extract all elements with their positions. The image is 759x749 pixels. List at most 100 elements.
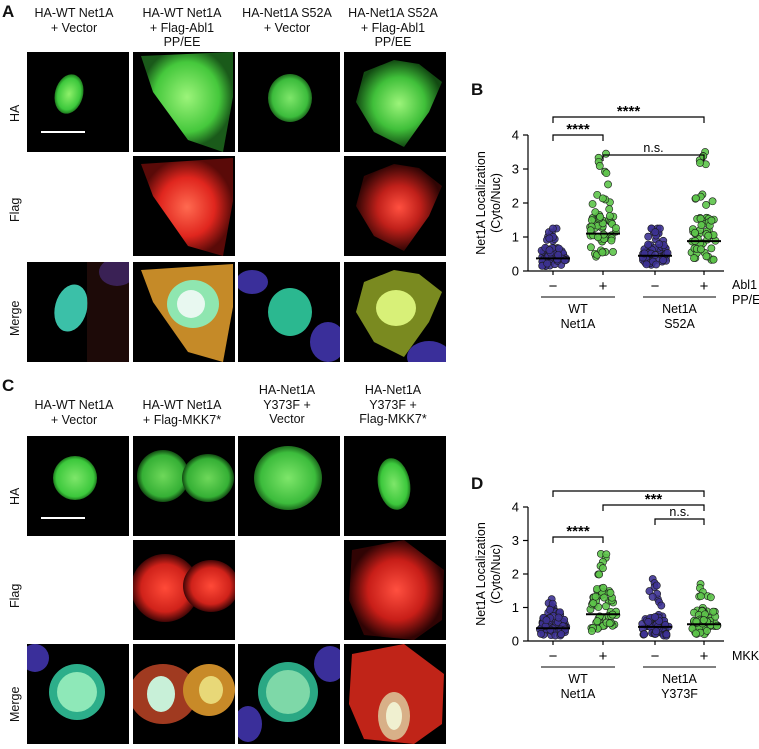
data-point xyxy=(543,259,552,268)
panel-a-row-label-merge: Merge xyxy=(8,300,22,336)
significance-bracket xyxy=(552,490,705,497)
data-point xyxy=(690,254,698,262)
y-tick-label: 1 xyxy=(512,600,519,615)
data-point xyxy=(605,619,614,628)
data-point xyxy=(594,233,602,242)
data-point xyxy=(596,212,604,221)
micrograph-a-ha-4 xyxy=(344,52,446,152)
data-point xyxy=(557,630,566,639)
panel-c-row-label-flag: Flag xyxy=(8,583,22,608)
micrograph-c-merge-3 xyxy=(238,644,340,744)
treatment-sign-label: − xyxy=(549,278,558,295)
data-point xyxy=(648,592,657,601)
group-label: Net1A xyxy=(561,317,596,331)
data-point xyxy=(602,602,610,611)
data-point xyxy=(644,232,653,241)
significance-bracket xyxy=(552,536,604,543)
micrograph-c-flag-4 xyxy=(344,540,446,640)
group-label: S52A xyxy=(664,317,695,331)
data-point xyxy=(587,627,596,635)
micrograph-a-merge-3 xyxy=(238,262,340,362)
data-point xyxy=(709,607,718,616)
significance-bracket xyxy=(552,134,604,141)
data-point xyxy=(642,260,651,269)
data-point xyxy=(651,613,659,621)
significance-label: n.s. xyxy=(643,141,663,155)
data-point xyxy=(699,152,708,161)
micrograph-a-merge-1 xyxy=(27,262,129,362)
y-tick-label: 0 xyxy=(512,264,519,279)
data-point xyxy=(652,627,661,636)
data-point xyxy=(692,629,700,638)
data-point xyxy=(709,255,718,264)
data-point xyxy=(598,194,607,203)
y-tick-label: 2 xyxy=(512,196,519,211)
data-point xyxy=(595,570,604,579)
y-tick-label: 1 xyxy=(512,230,519,245)
data-point xyxy=(589,599,598,608)
data-point xyxy=(707,244,716,253)
data-point xyxy=(706,593,715,602)
data-point xyxy=(662,630,671,639)
y-tick-label: 3 xyxy=(512,162,519,177)
data-point xyxy=(554,613,563,622)
treatment-sign-label: + xyxy=(599,278,608,295)
data-point xyxy=(595,162,604,170)
micrograph-a-merge-2 xyxy=(133,262,235,362)
y-tick-label: 3 xyxy=(512,533,519,548)
panel-a-column-header-2: HA-WT Net1A + Flag-Abl1 PP/EE xyxy=(142,6,222,49)
data-point xyxy=(697,221,706,230)
data-point xyxy=(586,243,595,252)
data-point xyxy=(588,200,597,208)
significance-label: **** xyxy=(566,523,590,540)
micrograph-a-ha-3 xyxy=(238,52,340,152)
data-point xyxy=(652,581,661,590)
panel-c-column-header-4: HA-Net1A Y373F + Flag-MKK7* xyxy=(359,383,427,426)
data-point xyxy=(652,260,661,269)
data-point xyxy=(644,617,653,626)
data-point xyxy=(655,240,664,248)
data-point xyxy=(542,616,551,625)
significance-label: **** xyxy=(566,121,590,138)
panel-a-row-label-flag: Flag xyxy=(8,197,22,222)
micrograph-a-merge-4 xyxy=(344,262,446,362)
data-point xyxy=(604,180,612,189)
significance-label: *** xyxy=(645,491,663,508)
data-point xyxy=(696,214,705,223)
y-axis-label: Net1A Localization xyxy=(474,522,488,626)
micrograph-c-ha-4 xyxy=(344,436,446,536)
data-point xyxy=(545,234,554,243)
data-point xyxy=(545,246,554,255)
treatment-label: PP/EE xyxy=(732,293,759,307)
data-point xyxy=(605,205,614,214)
panel-letter-d: D xyxy=(471,474,484,493)
panel-a-column-header-3: HA-Net1A S52A + Vector xyxy=(242,6,332,35)
chart-d: 0 1 2 3 4 Net1A Localization (Cyto/Nuc) − + − + WT N… xyxy=(470,477,759,744)
data-point xyxy=(708,197,717,206)
micrograph-c-merge-1 xyxy=(27,644,129,744)
data-point xyxy=(591,592,600,601)
data-point xyxy=(612,224,620,233)
group-label: WT xyxy=(568,672,588,686)
group-label: Y373F xyxy=(661,687,698,701)
treatment-sign-label: − xyxy=(651,648,660,665)
y-tick-label: 4 xyxy=(512,500,519,515)
panel-c-column-header-3: HA-Net1A Y373F + Vector xyxy=(258,383,316,426)
micrograph-c-ha-1 xyxy=(27,436,129,536)
data-point xyxy=(593,617,602,626)
micrograph-a-ha-1 xyxy=(27,52,129,152)
data-point xyxy=(691,228,699,237)
micrograph-a-ha-2 xyxy=(133,52,235,152)
significance-label: n.s. xyxy=(669,505,689,519)
data-point xyxy=(644,240,652,249)
micrograph-a-flag-4 xyxy=(344,156,446,256)
data-point xyxy=(696,159,704,167)
data-point xyxy=(640,630,649,639)
micrograph-c-flag-2 xyxy=(133,540,235,640)
chart-b: 0 1 2 3 4 Net1A Localization (Cyto/Nuc) − + − + WT N… xyxy=(470,95,759,385)
y-tick-label: 0 xyxy=(512,634,519,649)
y-axis-label: (Cyto/Nuc) xyxy=(489,544,503,604)
data-point xyxy=(702,201,710,209)
significance-label: **** xyxy=(617,103,641,120)
